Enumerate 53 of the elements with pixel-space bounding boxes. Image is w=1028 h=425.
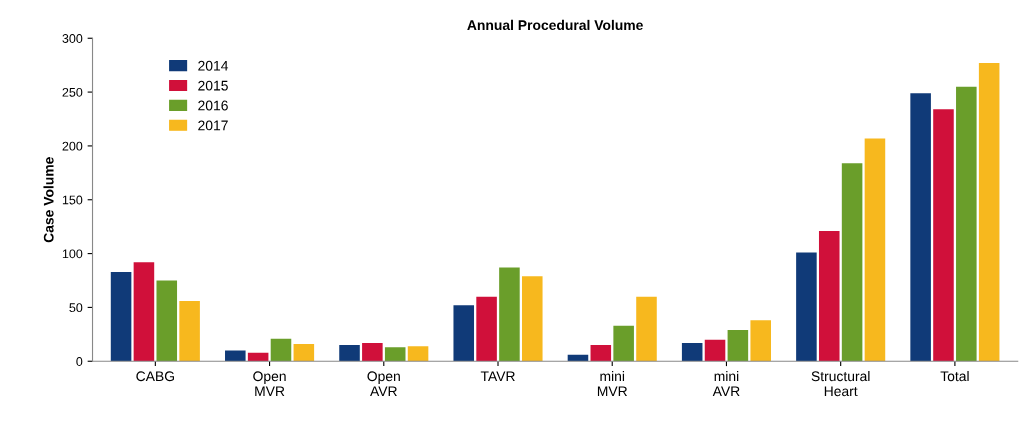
bar bbox=[179, 300, 200, 362]
x-tick-label: mini AVR bbox=[712, 370, 740, 396]
bar bbox=[247, 352, 269, 362]
bar bbox=[750, 320, 771, 362]
bar bbox=[225, 350, 246, 362]
y-tick-label: 300 bbox=[62, 34, 83, 43]
bar bbox=[636, 296, 657, 362]
legend-label: 2014 bbox=[198, 60, 229, 71]
bar bbox=[613, 325, 634, 362]
bar bbox=[156, 280, 178, 362]
bar bbox=[590, 345, 612, 362]
bar bbox=[453, 305, 475, 362]
y-tick-label: 250 bbox=[62, 87, 83, 97]
bar bbox=[818, 230, 840, 362]
x-tick-label: mini MVR bbox=[597, 370, 628, 396]
x-tick-label: Open MVR bbox=[253, 371, 286, 396]
bar bbox=[704, 339, 726, 362]
bar bbox=[407, 346, 429, 362]
y-tick-label: 200 bbox=[62, 141, 83, 151]
y-axis-title: Case Volume bbox=[43, 157, 54, 243]
bar bbox=[362, 342, 383, 362]
bar bbox=[476, 296, 497, 362]
bar bbox=[933, 109, 954, 362]
bar bbox=[339, 345, 360, 362]
bar bbox=[978, 63, 1000, 362]
y-tick-label: 100 bbox=[62, 249, 83, 259]
bar bbox=[384, 347, 406, 362]
bar bbox=[522, 276, 543, 362]
bar bbox=[499, 267, 520, 362]
x-tick-label: CABG bbox=[136, 371, 174, 382]
bar bbox=[110, 271, 132, 362]
legend-label: 2016 bbox=[198, 100, 228, 111]
y-tick-label: 150 bbox=[62, 195, 83, 205]
bar bbox=[864, 138, 886, 362]
bar bbox=[270, 338, 292, 362]
bar bbox=[133, 262, 155, 362]
bar bbox=[910, 93, 931, 362]
chart-title: Annual Procedural Volume bbox=[467, 19, 643, 31]
x-tick-label: TAVR bbox=[480, 371, 515, 382]
bar bbox=[681, 342, 703, 362]
x-tick-label: Structural Heart bbox=[811, 370, 870, 397]
bar bbox=[727, 330, 749, 362]
bar bbox=[796, 252, 817, 362]
x-tick-label: Open AVR bbox=[367, 371, 400, 396]
legend-label: 2017 bbox=[198, 120, 228, 131]
x-tick-label: Total bbox=[940, 370, 969, 382]
bar bbox=[841, 163, 863, 362]
bar bbox=[567, 354, 589, 362]
bar bbox=[956, 86, 977, 362]
legend-label: 2015 bbox=[198, 80, 228, 91]
bar bbox=[293, 344, 315, 362]
y-tick-label: 50 bbox=[69, 303, 83, 313]
y-tick-label: 0 bbox=[76, 357, 83, 366]
